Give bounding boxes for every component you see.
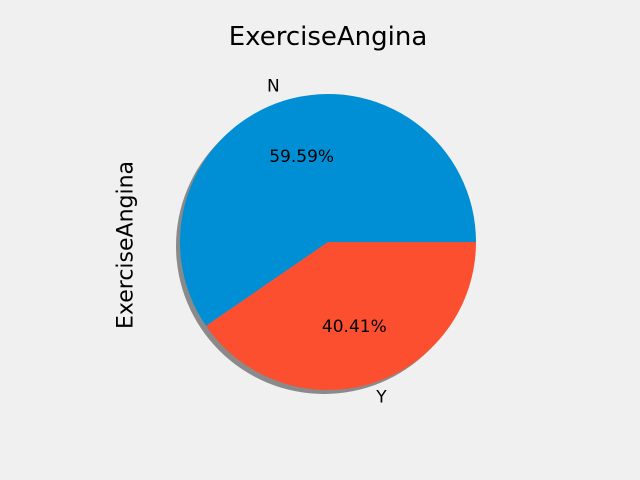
- chart-title: ExerciseAngina: [228, 22, 428, 52]
- percent-label-n: 59.59%: [269, 147, 334, 167]
- pie-slice-n: [180, 94, 477, 326]
- pie-slice-y: [206, 242, 476, 390]
- percent-label-y: 40.41%: [322, 317, 387, 337]
- slice-label-n: N: [267, 77, 280, 97]
- slice-label-y: Y: [375, 387, 387, 407]
